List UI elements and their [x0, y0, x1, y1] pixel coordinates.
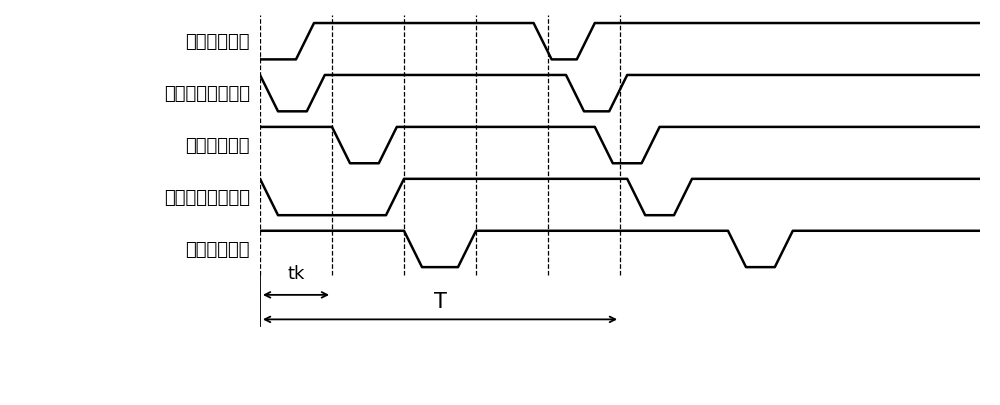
Text: T: T — [434, 292, 446, 312]
Text: 第一测角天线: 第一测角天线 — [186, 33, 250, 51]
Text: 第二测角天线: 第二测角天线 — [186, 137, 250, 155]
Text: 第三测角天线: 第三测角天线 — [186, 240, 250, 258]
Text: tk: tk — [287, 264, 305, 283]
Text: 第一辅助测角天线: 第一辅助测角天线 — [164, 85, 250, 103]
Text: 第二辅助测角天线: 第二辅助测角天线 — [164, 189, 250, 207]
